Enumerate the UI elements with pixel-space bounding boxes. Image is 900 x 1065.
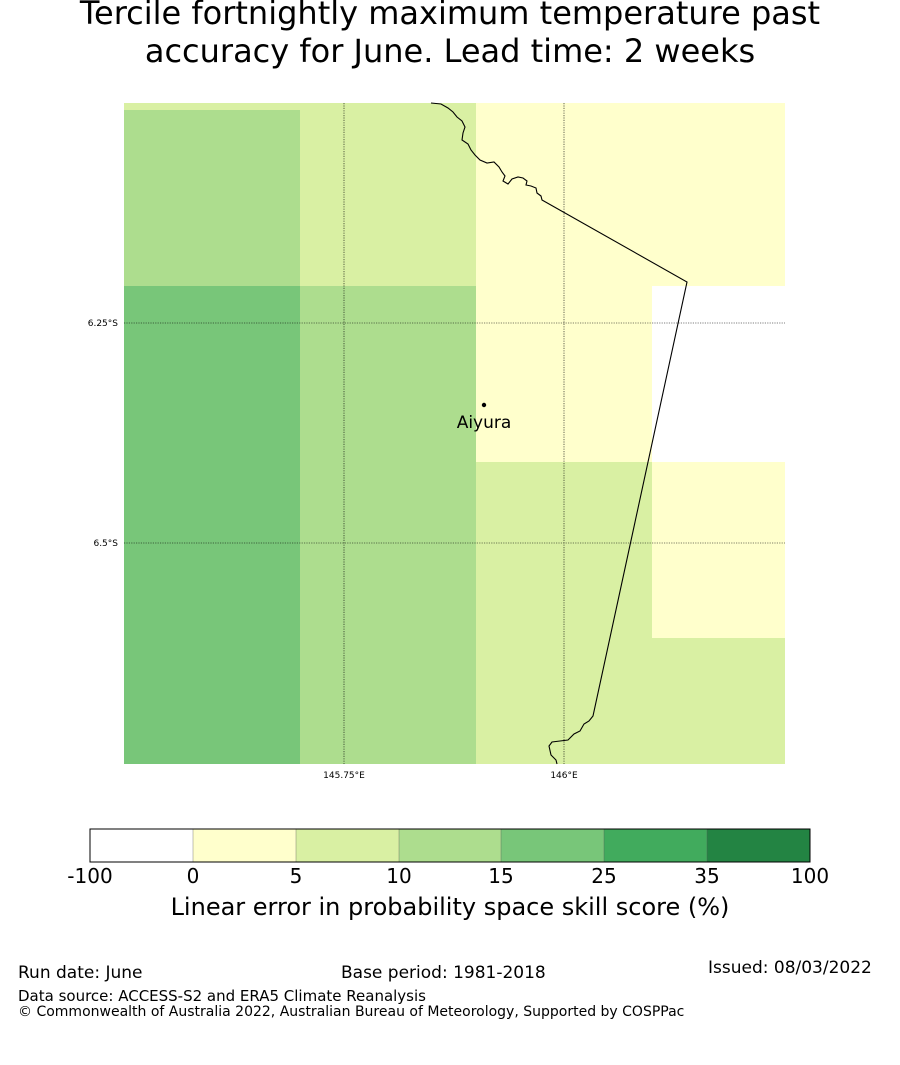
colorbar-label: Linear error in probability space skill … bbox=[170, 893, 730, 921]
grid-cell bbox=[300, 286, 476, 462]
issued-date: Issued: 08/03/2022 bbox=[708, 958, 872, 978]
base-period: Base period: 1981-2018 bbox=[341, 963, 546, 983]
coastline bbox=[430, 102, 688, 765]
colorbar-tick-label: 15 bbox=[488, 864, 514, 888]
grid-cell bbox=[652, 286, 785, 462]
grid-cell bbox=[652, 103, 785, 286]
chart-title: Tercile fortnightly maximum temperature … bbox=[0, 0, 900, 70]
run-date: Run date: June bbox=[18, 963, 143, 983]
colorbar-tick-label: 100 bbox=[790, 864, 830, 888]
colorbar-tick-label: 10 bbox=[386, 864, 412, 888]
grid-cell bbox=[124, 286, 300, 462]
grid-cell bbox=[124, 638, 300, 764]
colorbar-segment bbox=[707, 829, 810, 862]
grid-cell bbox=[300, 103, 476, 286]
location-dot bbox=[481, 402, 487, 408]
colorbar-segment bbox=[193, 829, 296, 862]
colorbar-tick-label: 25 bbox=[591, 864, 617, 888]
title-line-1: Tercile fortnightly maximum temperature … bbox=[79, 0, 821, 32]
grid-cell bbox=[652, 462, 785, 638]
place-label: Aiyura bbox=[457, 413, 512, 433]
lat-label: 6.5°S bbox=[93, 539, 118, 549]
grid-cell bbox=[300, 462, 476, 638]
lon-label: 146°E bbox=[550, 771, 578, 781]
colorbar-segment bbox=[399, 829, 501, 862]
colorbar-segment bbox=[501, 829, 604, 862]
lon-label: 145.75°E bbox=[323, 771, 365, 781]
colorbar-frame bbox=[89, 828, 811, 863]
copyright: © Commonwealth of Australia 2022, Austra… bbox=[18, 1004, 685, 1020]
colorbar-tick-label: 35 bbox=[694, 864, 720, 888]
colorbar-segment bbox=[90, 829, 193, 862]
skill-grid bbox=[124, 103, 785, 764]
colorbar-tick-label: 5 bbox=[289, 864, 303, 888]
title-line-2: accuracy for June. Lead time: 2 weeks bbox=[144, 32, 756, 70]
grid-cell bbox=[124, 462, 300, 638]
grid-cell bbox=[652, 638, 785, 764]
lat-label: 6.25°S bbox=[88, 319, 119, 329]
colorbar-segment bbox=[604, 829, 707, 862]
data-source: Data source: ACCESS-S2 and ERA5 Climate … bbox=[18, 987, 426, 1005]
colorbar bbox=[89, 828, 811, 863]
colorbar-tick-label: 0 bbox=[186, 864, 200, 888]
colorbar-segment bbox=[296, 829, 399, 862]
grid-cell bbox=[124, 110, 300, 286]
grid-cell bbox=[300, 638, 476, 764]
colorbar-tick-label: -100 bbox=[67, 864, 113, 888]
